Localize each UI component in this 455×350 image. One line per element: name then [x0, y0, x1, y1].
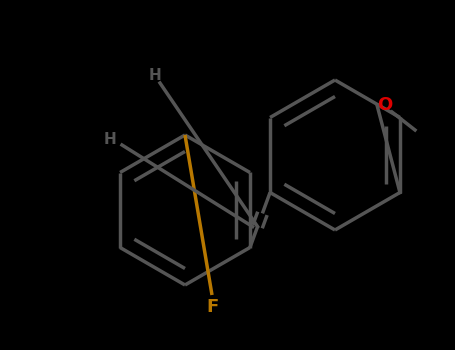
Text: H: H — [104, 133, 116, 147]
Text: O: O — [377, 96, 393, 114]
Text: F: F — [206, 298, 218, 316]
Text: H: H — [149, 68, 162, 83]
